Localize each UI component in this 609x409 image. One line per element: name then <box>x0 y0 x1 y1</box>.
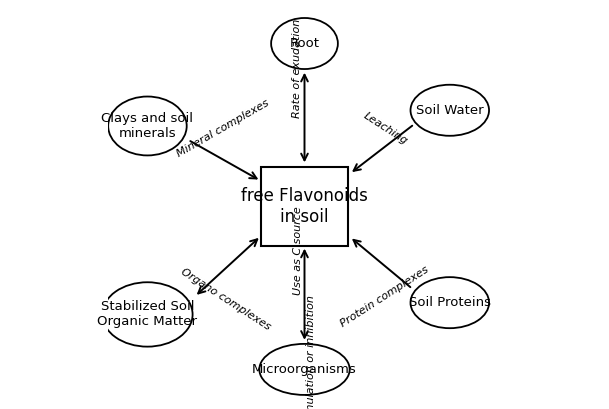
Text: Stimulation or inhibition: Stimulation or inhibition <box>306 295 316 409</box>
Ellipse shape <box>271 18 338 69</box>
Text: Microorganisms: Microorganisms <box>252 363 357 376</box>
Text: Clays and soil
minerals: Clays and soil minerals <box>102 112 194 140</box>
Text: Mineral complexes: Mineral complexes <box>175 98 271 160</box>
Ellipse shape <box>259 344 350 395</box>
FancyBboxPatch shape <box>261 167 348 246</box>
Text: Use as C source: Use as C source <box>293 206 303 295</box>
Text: Protein complexes: Protein complexes <box>338 264 430 329</box>
Text: Rate of exudation: Rate of exudation <box>292 19 302 118</box>
Text: Leaching: Leaching <box>362 110 409 146</box>
Text: free Flavonoids
in soil: free Flavonoids in soil <box>241 187 368 226</box>
Ellipse shape <box>102 282 192 347</box>
Ellipse shape <box>108 97 187 155</box>
Text: Root: Root <box>289 37 320 50</box>
Ellipse shape <box>410 85 489 136</box>
Text: Stabilized Soil
Organic Matter: Stabilized Soil Organic Matter <box>97 301 197 328</box>
Text: Soil Water: Soil Water <box>416 104 484 117</box>
Text: Soil Proteins: Soil Proteins <box>409 296 491 309</box>
Text: Organo complexes: Organo complexes <box>179 266 273 332</box>
Ellipse shape <box>410 277 489 328</box>
